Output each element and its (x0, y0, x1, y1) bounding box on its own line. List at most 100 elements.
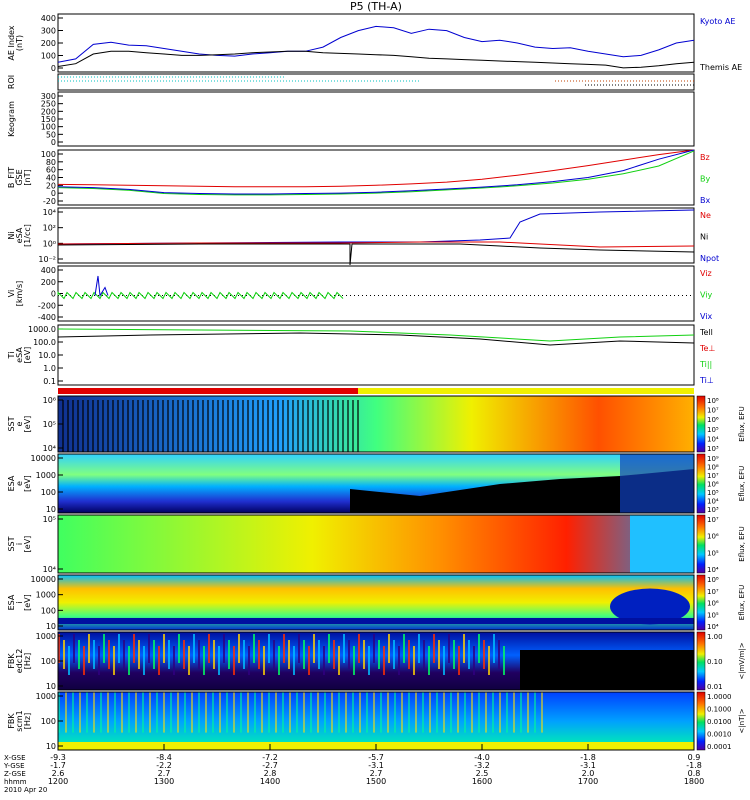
colorbar-tick: 10⁴ (707, 623, 719, 631)
fbk-b-burst (149, 692, 151, 733)
ytick-label: 10000 (31, 454, 56, 463)
sst-e-gap (337, 400, 339, 452)
ylabel-bfit: GSE (15, 169, 24, 185)
ylabel-keogram: Keogram (7, 101, 16, 137)
xtick-y-gse: -2.7 (262, 761, 278, 770)
ytick-label: 80 (46, 158, 56, 167)
ylabel-ti: [eV] (23, 347, 32, 364)
fbk-e-burst (138, 640, 140, 669)
fbk-b-burst (310, 692, 312, 733)
mode-bar-slow (358, 388, 694, 394)
fbk-b-burst (296, 692, 298, 733)
sst-e-gap (302, 400, 304, 452)
ytick-label: 0 (51, 64, 56, 73)
ylabel-ni: [1/cc] (23, 224, 32, 247)
legend-bfit: Bz (700, 153, 710, 162)
fbk-b-burst (373, 692, 375, 733)
fbk-e-burst (108, 640, 110, 669)
colorbar-tick: 10⁷ (707, 588, 719, 596)
fbk-e-burst (213, 640, 215, 669)
fbk-e-burst (93, 640, 95, 669)
sst-e-gap (212, 400, 214, 452)
series-npot (57, 209, 695, 245)
fbk-e-burst (453, 640, 455, 669)
ylabel-roi: ROI (7, 75, 16, 89)
ytick-label: 10⁵ (43, 515, 56, 524)
fbk-b-burst (450, 692, 452, 733)
colorbar-tick: 10⁷ (707, 407, 719, 415)
xaxis-row-label: 2010 Apr 20 (4, 786, 47, 794)
fbk-e-burst (198, 640, 200, 669)
sst-e-gap (257, 400, 259, 452)
fbk-b-burst (422, 692, 424, 733)
fbk-e-burst (268, 634, 270, 663)
fbk-e-burst (163, 634, 165, 663)
ytick-label: 150 (41, 115, 56, 124)
esa-e-noise (620, 454, 694, 513)
fbk-e-burst (348, 640, 350, 669)
ylabel-vi: [km/s] (15, 281, 24, 307)
fbk-e-burst (423, 640, 425, 669)
fbk-e-burst (468, 640, 470, 669)
xtick-time: 1200 (48, 777, 68, 786)
fbk-b-burst (443, 692, 445, 733)
sst-e-gap (232, 400, 234, 452)
fbk-e-burst (288, 640, 290, 669)
fbk-e-burst (278, 646, 280, 675)
ylabel-ae: AE Index (7, 25, 16, 60)
xtick-z-gse: 2.6 (52, 769, 65, 778)
fbk-e-burst (333, 640, 335, 669)
chart-title: P5 (TH-A) (350, 0, 402, 13)
ylabel-fbk_e: FBK (7, 653, 16, 669)
legend-vi: Viy (700, 291, 713, 300)
ylabel-ni: eSA (15, 227, 24, 243)
sst-e-gap (352, 400, 354, 452)
ytick-label: 100 (41, 123, 56, 132)
panel-frame-vi (57, 265, 695, 322)
colorbar (696, 631, 706, 691)
fbk-b-burst (184, 692, 186, 733)
sst-e-gap (152, 400, 154, 452)
ytick-label: 10 (46, 505, 56, 514)
panel-frame-keogram (57, 91, 695, 147)
fbk-b-burst (261, 692, 263, 733)
fbk-e-burst (488, 646, 490, 675)
sst-e-gap (342, 400, 344, 452)
ylabel-vi: Vi (7, 290, 16, 298)
sst-e-gap (207, 400, 209, 452)
sst-i-right (630, 515, 694, 573)
fbk-b-burst (506, 692, 508, 733)
colorbar-tick: 10⁵ (707, 489, 719, 497)
ytick-label: 100 (41, 150, 56, 159)
ytick-label: 10 (46, 682, 56, 691)
fbk-b-burst (478, 692, 480, 733)
xtick-x-gse: 0.9 (688, 753, 701, 762)
sst-e-gap (292, 400, 294, 452)
fbk-b-burst (191, 692, 193, 733)
sst-e-gap (182, 400, 184, 452)
fbk-b-burst (401, 692, 403, 733)
fbk-e-burst (403, 634, 405, 663)
xaxis-row-label: Z-GSE (4, 770, 26, 778)
fbk-e-burst (368, 646, 370, 675)
ylabel-ae: (nT) (15, 35, 24, 51)
ytick-label: 10⁰ (43, 239, 56, 248)
xtick-y-gse: -1.8 (686, 761, 702, 770)
ytick-label: 10⁶ (43, 396, 56, 405)
xtick-y-gse: -2.2 (156, 761, 172, 770)
fbk-e-burst (233, 646, 235, 675)
fbk-b-burst (212, 692, 214, 733)
xtick-z-gse: 0.8 (688, 769, 701, 778)
sst-e-gap (62, 400, 64, 452)
xtick-x-gse: -8.4 (156, 753, 172, 762)
fbk-b-burst (79, 692, 81, 733)
fbk-e-quiet (520, 650, 694, 690)
series-vix (94, 275, 109, 298)
ylabel-fbk_e: edc12 (15, 649, 24, 674)
sst-e-gap (147, 400, 149, 452)
fbk-b-burst (72, 692, 74, 733)
fbk-b-burst (457, 692, 459, 733)
ylabel-ti: eSA (15, 347, 24, 363)
sst-e-gap (317, 400, 319, 452)
fbk-e-burst (433, 634, 435, 663)
